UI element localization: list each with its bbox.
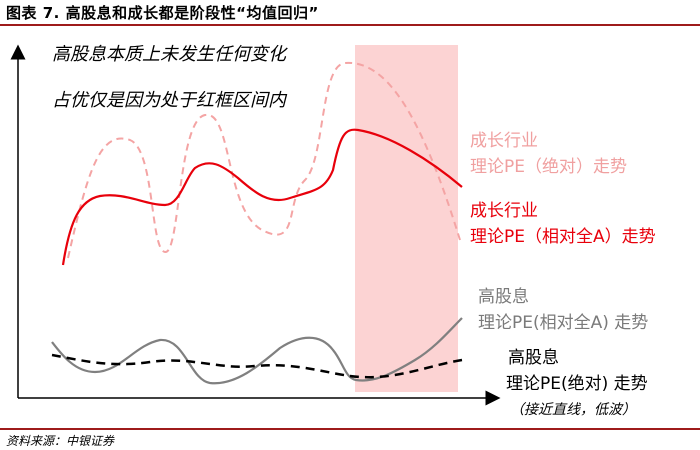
legend-growth-absolute: 成长行业 理论PE（绝对）走势: [470, 128, 627, 180]
legend-dividend-absolute-line1: 高股息: [508, 348, 559, 368]
legend-dividend-absolute-line2: 理论PE(绝对) 走势: [506, 374, 648, 394]
annotation-line-1: 高股息本质上未发生任何变化: [52, 44, 286, 65]
growth-relative-pe-curve: [61, 128, 463, 266]
dividend-absolute-pe-curve: [51, 353, 463, 379]
bottom-rule: [0, 428, 700, 430]
legend-dividend-absolute: 高股息 理论PE(绝对) 走势 （接近直线，低波）: [506, 345, 648, 423]
legend-dividend-relative: 高股息 理论PE(相对全A) 走势: [478, 284, 648, 336]
legend-growth-relative: 成长行业 理论PE（相对全A）走势: [470, 198, 656, 250]
legend-dividend-relative-line1: 高股息: [478, 287, 529, 307]
legend-growth-relative-line2: 理论PE（相对全A）走势: [470, 227, 656, 247]
source-note: 资料来源：中银证券: [6, 434, 115, 448]
annotation-line-2: 占优仅是因为处于红框区间内: [52, 90, 286, 111]
top-rule: [0, 24, 700, 26]
legend-growth-absolute-line2: 理论PE（绝对）走势: [470, 157, 627, 177]
legend-growth-relative-line1: 成长行业: [470, 201, 538, 221]
legend-dividend-relative-line2: 理论PE(相对全A) 走势: [478, 313, 649, 333]
legend-growth-absolute-line1: 成长行业: [470, 131, 538, 151]
legend-dividend-absolute-note: （接近直线，低波）: [510, 402, 636, 418]
highlight-period-box: [355, 45, 458, 392]
figure-title: 图表 7. 高股息和成长都是阶段性“均值回归”: [6, 4, 319, 22]
